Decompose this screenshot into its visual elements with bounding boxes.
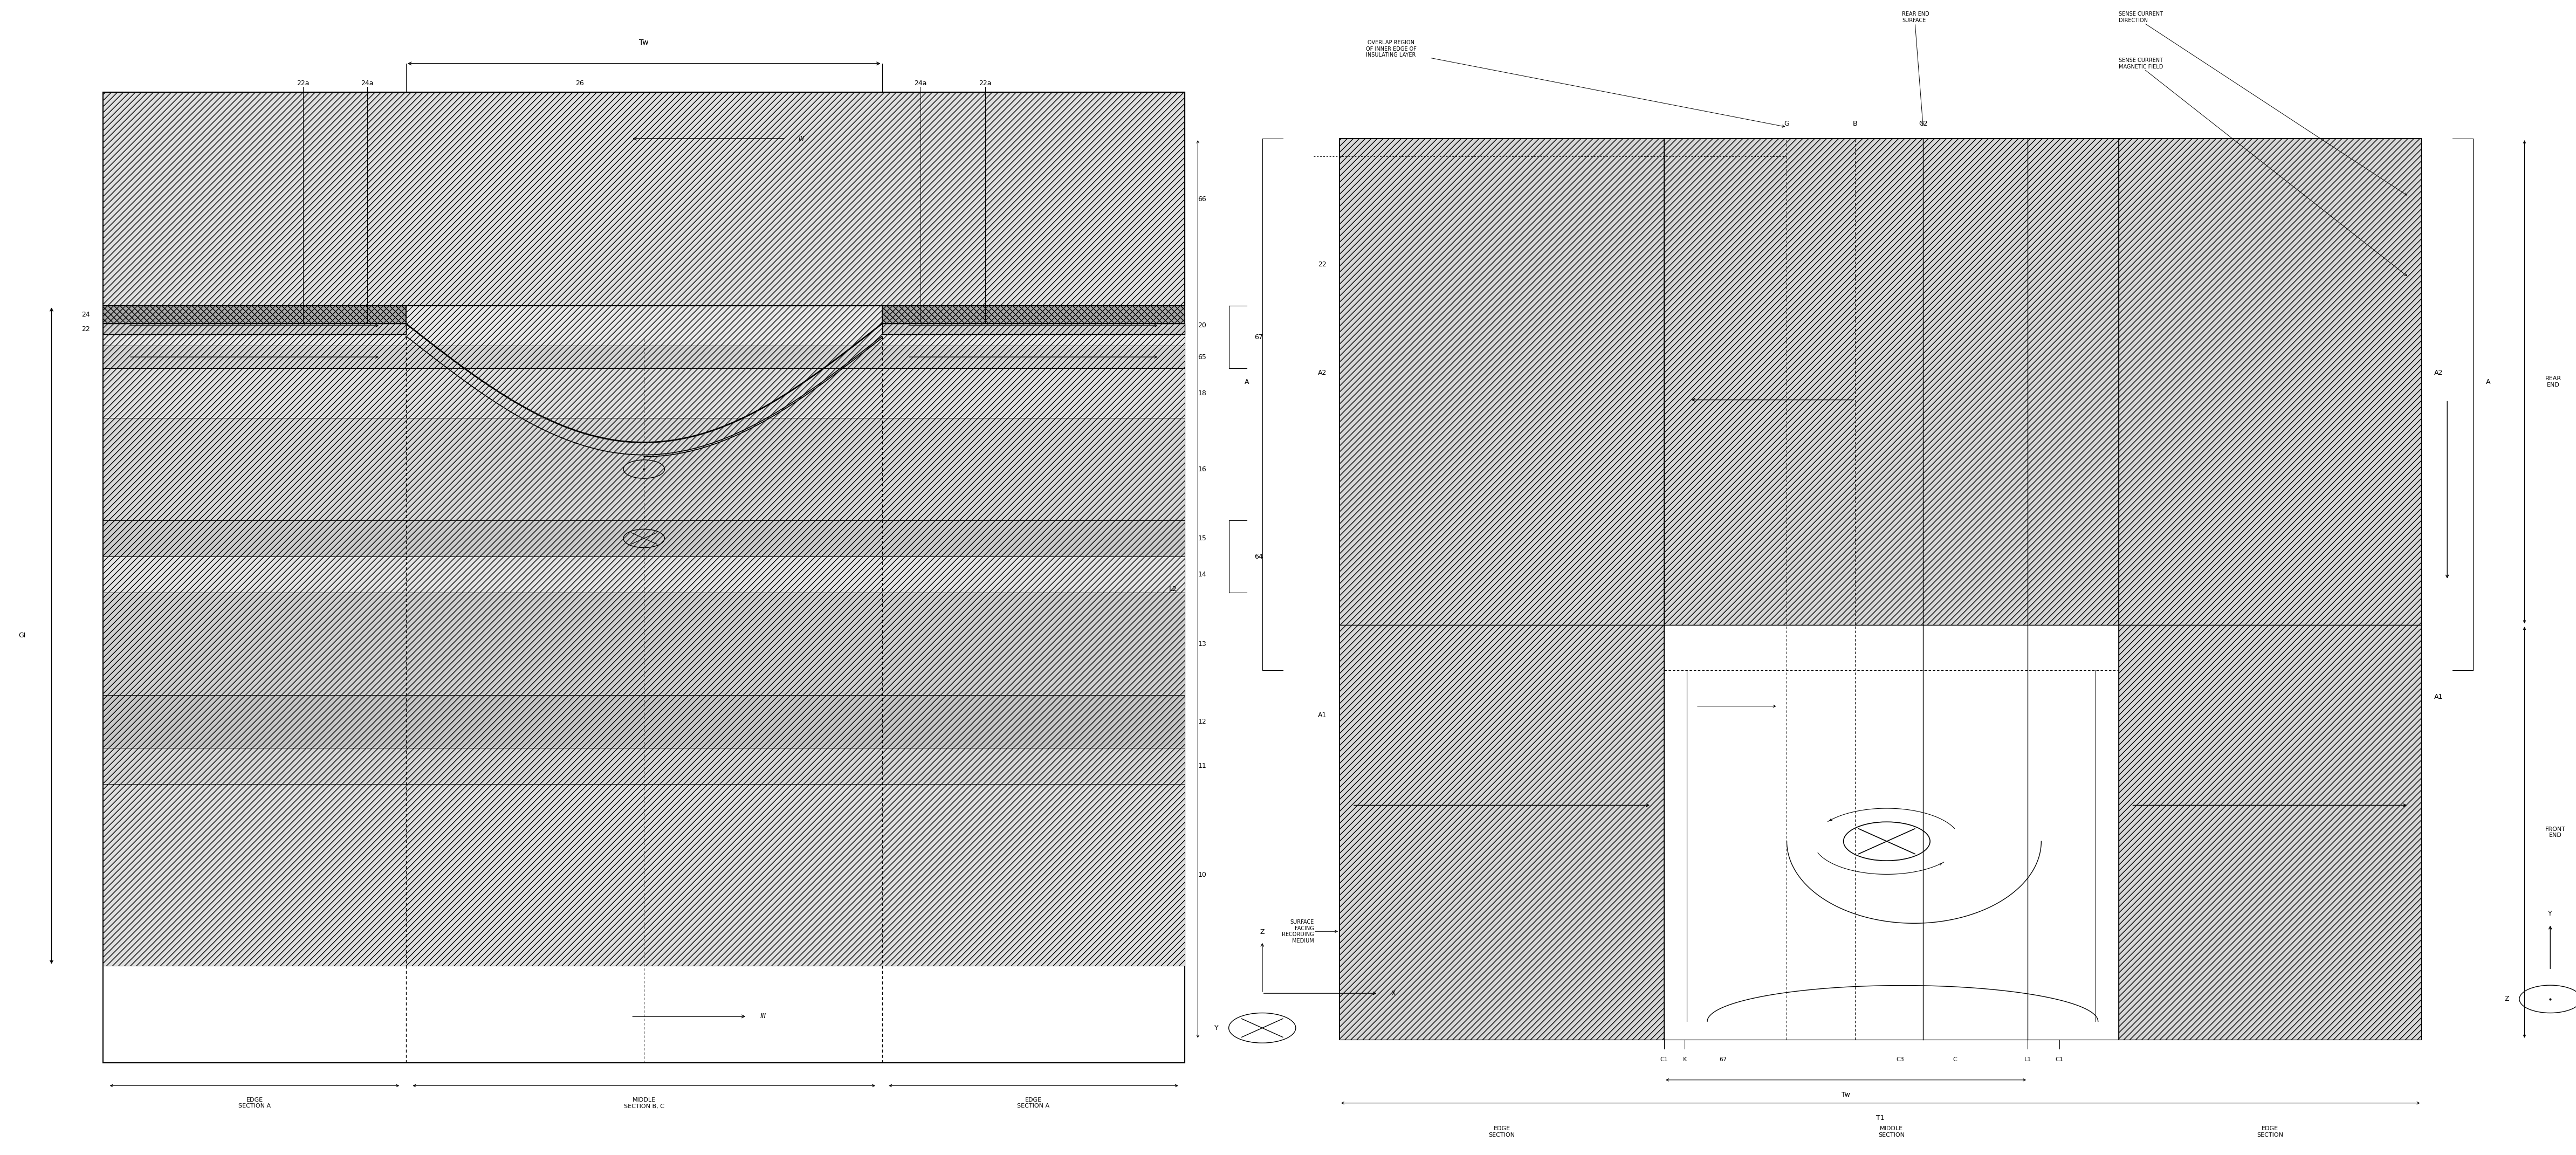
Bar [103, 418, 1185, 520]
Text: A1: A1 [1319, 711, 1327, 718]
Bar [103, 695, 1185, 748]
Text: Y: Y [2548, 910, 2553, 917]
Text: Tw: Tw [639, 38, 649, 46]
Text: X: X [1391, 990, 1396, 997]
Bar [1340, 625, 1664, 1040]
Bar [1664, 625, 2117, 1040]
Text: 26: 26 [574, 80, 585, 87]
Text: 12: 12 [1198, 718, 1206, 725]
Text: K: K [1682, 1057, 1687, 1063]
Bar [881, 323, 1185, 334]
Bar [103, 593, 1185, 695]
Text: L2: L2 [1170, 586, 1177, 593]
Bar [2117, 139, 2421, 625]
Bar [103, 557, 1185, 593]
Bar [103, 92, 1185, 306]
Text: SURFACE
FACING
RECORDING
MEDIUM: SURFACE FACING RECORDING MEDIUM [1283, 919, 1314, 944]
Text: 24a: 24a [914, 80, 927, 87]
Text: T1: T1 [1875, 1115, 1886, 1122]
Text: MIDDLE
SECTION B, C: MIDDLE SECTION B, C [623, 1097, 665, 1109]
Text: 13: 13 [1198, 641, 1206, 648]
Text: EDGE
SECTION: EDGE SECTION [2257, 1126, 2282, 1138]
Text: 10: 10 [1198, 871, 1206, 878]
Text: EDGE
SECTION A: EDGE SECTION A [1018, 1097, 1048, 1109]
Text: 22a: 22a [296, 80, 309, 87]
Text: 65: 65 [1198, 353, 1206, 360]
Text: GI: GI [18, 632, 26, 639]
Text: 11: 11 [1198, 762, 1206, 769]
Text: REAR END
SURFACE: REAR END SURFACE [1901, 12, 1929, 23]
Bar [103, 306, 407, 323]
Text: C3: C3 [1896, 1057, 1904, 1063]
Text: C1: C1 [1659, 1057, 1669, 1063]
Text: SENSE CURRENT
DIRECTION: SENSE CURRENT DIRECTION [2117, 12, 2164, 23]
Text: L1: L1 [2025, 1057, 2032, 1063]
Bar [1664, 139, 2117, 625]
Text: G: G [1785, 120, 1790, 127]
Text: Y: Y [1213, 1024, 1218, 1031]
Text: B: B [1852, 120, 1857, 127]
Bar [103, 520, 1185, 557]
Bar [103, 368, 1185, 418]
Text: A: A [2486, 379, 2491, 386]
Bar [103, 92, 1185, 1063]
Text: FRONT
END: FRONT END [2545, 827, 2566, 839]
Text: A2: A2 [1319, 370, 1327, 377]
Text: 67: 67 [1255, 334, 1262, 341]
Text: 16: 16 [1198, 465, 1206, 472]
Text: MIDDLE
SECTION: MIDDLE SECTION [1878, 1126, 1904, 1138]
Text: REAR
END: REAR END [2545, 377, 2561, 388]
Text: III: III [760, 1013, 765, 1020]
Bar [881, 306, 1185, 323]
Text: 22: 22 [82, 326, 90, 333]
Text: 20: 20 [1198, 322, 1206, 329]
Text: C1: C1 [2056, 1057, 2063, 1063]
Text: III: III [799, 135, 804, 142]
Text: Z: Z [1260, 929, 1265, 936]
Bar [2117, 625, 2421, 1040]
Text: A1: A1 [2434, 694, 2442, 701]
Text: EDGE
SECTION A: EDGE SECTION A [240, 1097, 270, 1109]
Text: Z: Z [2504, 996, 2509, 1003]
Bar [103, 345, 1185, 368]
Bar [103, 306, 1185, 345]
Text: EDGE
SECTION: EDGE SECTION [1489, 1126, 1515, 1138]
Text: Tw: Tw [1842, 1091, 1850, 1098]
Bar [1340, 139, 1664, 625]
Text: OVERLAP REGION
OF INNER EDGE OF
INSULATING LAYER: OVERLAP REGION OF INNER EDGE OF INSULATI… [1365, 40, 1417, 58]
Text: 66: 66 [1198, 195, 1206, 202]
Text: 22a: 22a [979, 80, 992, 87]
Text: 14: 14 [1198, 572, 1206, 579]
Text: 67: 67 [1718, 1057, 1726, 1063]
Text: SENSE CURRENT
MAGNETIC FIELD: SENSE CURRENT MAGNETIC FIELD [2117, 58, 2164, 69]
Text: A2: A2 [2434, 370, 2442, 377]
Bar [103, 323, 407, 334]
Text: 24a: 24a [361, 80, 374, 87]
Text: 64: 64 [1255, 553, 1262, 560]
Bar [103, 748, 1185, 784]
Text: 18: 18 [1198, 389, 1206, 397]
Text: 15: 15 [1198, 535, 1206, 542]
Text: A: A [1244, 379, 1249, 386]
Bar [103, 784, 1185, 966]
Text: 22: 22 [1319, 261, 1327, 268]
Text: C2: C2 [1919, 120, 1927, 127]
Bar [1340, 139, 2421, 1040]
Text: 24: 24 [82, 311, 90, 319]
Text: C: C [1953, 1057, 1958, 1063]
